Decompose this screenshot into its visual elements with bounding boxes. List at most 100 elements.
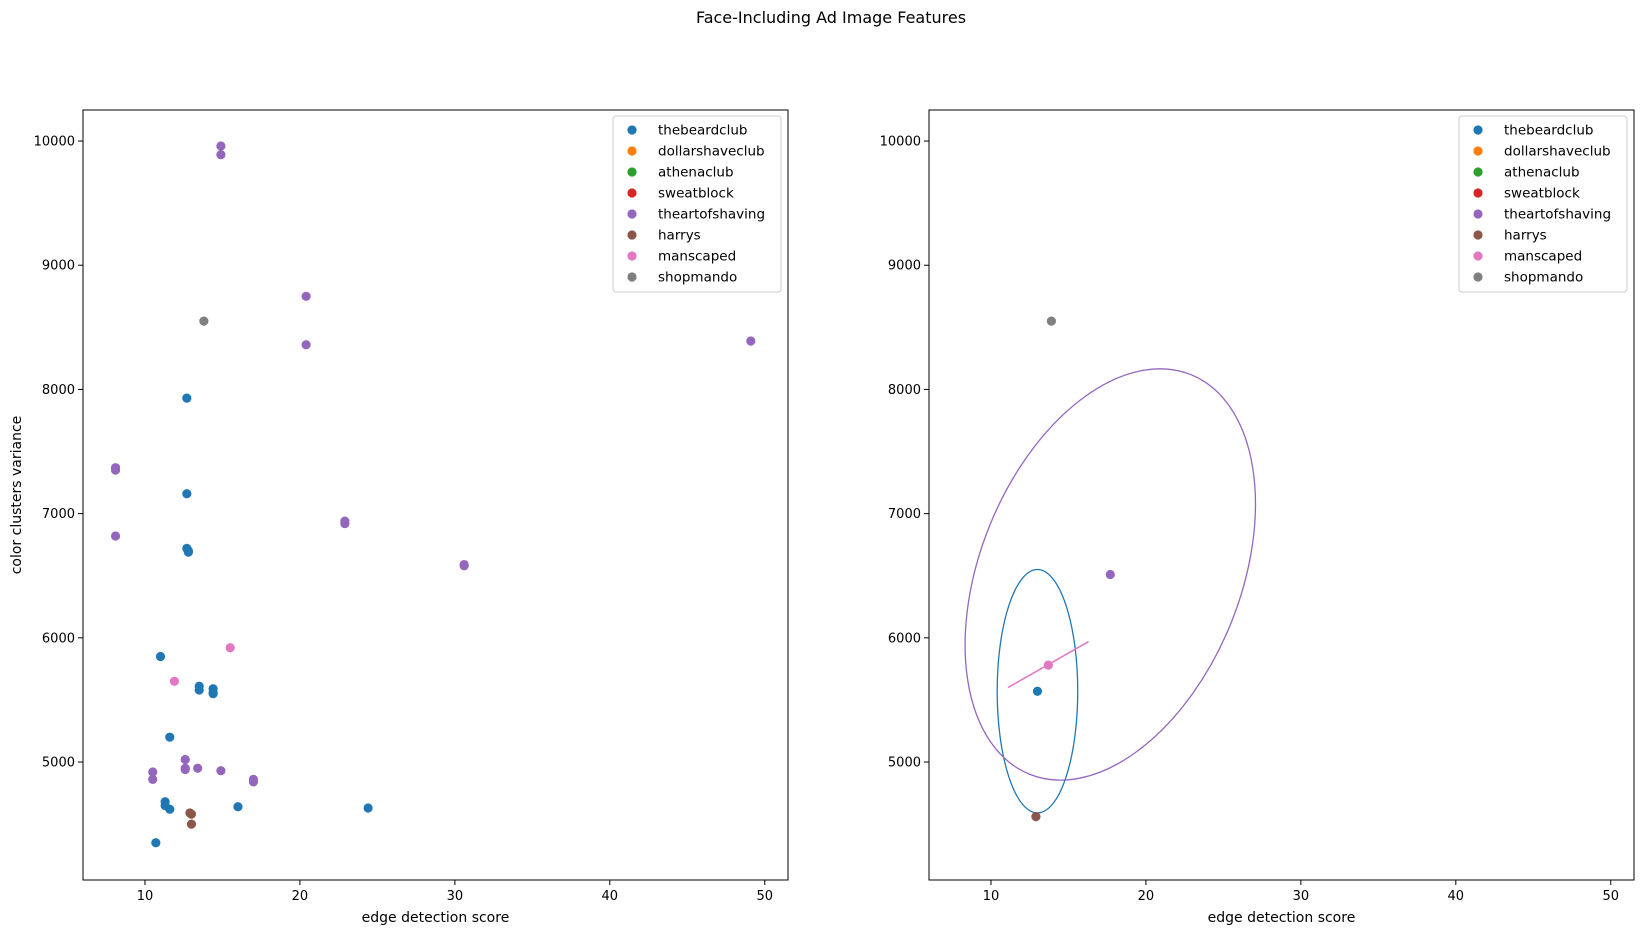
y-tick-label: 9000 <box>888 259 921 274</box>
legend-label-thebeardclub: thebeardclub <box>658 123 747 139</box>
legend-label-manscaped: manscaped <box>1504 249 1582 265</box>
point-theartofshaving <box>193 763 203 773</box>
legend-marker-manscaped <box>1473 251 1483 261</box>
scatter-panel-right: 10 20 30 40 50 5000 6000 7000 8000 9000 10000 edge … <box>880 109 1635 926</box>
point-theartofshaving <box>216 141 226 151</box>
x-tick-label: 30 <box>1293 889 1310 904</box>
legend <box>1458 115 1628 293</box>
legend-marker-manscaped <box>627 251 637 261</box>
point-thebeardclub <box>1032 686 1043 696</box>
figure-title: Face-Including Ad Image Features <box>696 8 966 27</box>
point-manscaped <box>1043 660 1053 670</box>
point-theartofshaving <box>459 561 469 571</box>
point-harrys <box>1031 812 1041 822</box>
legend-label-theartofshaving: theartofshaving <box>1504 207 1611 223</box>
legend-marker-harrys <box>627 230 637 240</box>
point-thebeardclub <box>165 804 175 814</box>
point-theartofshaving <box>1105 569 1115 580</box>
legend-label-shopmando: shopmando <box>1504 270 1583 286</box>
axes-frame <box>928 109 1635 881</box>
legend-marker-theartofshaving <box>627 209 637 219</box>
legend-label-manscaped: manscaped <box>658 249 736 265</box>
x-tick-label: 40 <box>1448 889 1465 904</box>
x-tick-label: 40 <box>602 889 619 904</box>
legend-label-athenaclub: athenaclub <box>658 165 734 181</box>
point-thebeardclub <box>151 838 161 848</box>
x-tick-label: 30 <box>447 889 464 904</box>
point-theartofshaving <box>110 465 121 475</box>
y-tick-label: 10000 <box>880 135 921 150</box>
legend-label-athenaclub: athenaclub <box>1504 165 1580 181</box>
point-theartofshaving <box>301 340 311 350</box>
y-tick-label: 7000 <box>42 507 75 522</box>
point-theartofshaving <box>148 767 158 777</box>
point-thebeardclub <box>363 803 373 813</box>
point-thebeardclub <box>208 689 218 699</box>
point-theartofshaving <box>248 777 259 787</box>
y-tick-label: 6000 <box>42 631 75 646</box>
point-thebeardclub <box>183 547 193 557</box>
point-theartofshaving <box>110 531 121 541</box>
point-harrys <box>186 809 197 819</box>
x-tick-label: 50 <box>1602 889 1619 904</box>
point-shopmando <box>1046 316 1057 326</box>
legend-marker-athenaclub <box>1473 167 1483 177</box>
point-theartofshaving <box>180 764 190 775</box>
point-thebeardclub <box>233 802 243 812</box>
legend-label-shopmando: shopmando <box>658 270 737 286</box>
point-theartofshaving <box>340 518 350 529</box>
x-tick-label: 20 <box>1138 889 1155 904</box>
legend-marker-sweatblock <box>1473 188 1483 198</box>
legend-label-sweatblock: sweatblock <box>658 186 734 202</box>
legend-marker-shopmando <box>627 272 637 282</box>
legend-label-dollarshaveclub: dollarshaveclub <box>1504 144 1611 160</box>
legend-marker-theartofshaving <box>1473 209 1483 219</box>
legend-marker-sweatblock <box>627 188 637 198</box>
legend-label-harrys: harrys <box>1504 228 1547 244</box>
legend-marker-dollarshaveclub <box>627 146 637 156</box>
point-thebeardclub <box>194 685 204 695</box>
y-tick-label: 7000 <box>888 507 921 522</box>
y-tick-label: 6000 <box>888 631 921 646</box>
y-tick-label: 5000 <box>42 756 75 771</box>
point-theartofshaving <box>148 774 158 785</box>
ellipse-theartofshaving <box>964 368 1257 781</box>
y-tick-label: 9000 <box>42 259 75 274</box>
legend-marker-shopmando <box>1473 272 1483 282</box>
legend <box>612 115 782 293</box>
y-axis-label: color clusters variance <box>9 416 25 575</box>
legend-marker-athenaclub <box>627 167 637 177</box>
legend-label-thebeardclub: thebeardclub <box>1504 123 1593 139</box>
legend-marker-dollarshaveclub <box>1473 146 1483 156</box>
x-tick-label: 10 <box>983 889 1000 904</box>
point-manscaped <box>169 676 180 686</box>
axes-frame <box>82 109 789 881</box>
y-tick-label: 8000 <box>888 383 921 398</box>
x-tick-label: 50 <box>756 889 773 904</box>
point-theartofshaving <box>216 150 226 160</box>
legend-label-sweatblock: sweatblock <box>1504 186 1580 202</box>
y-tick-label: 10000 <box>34 135 75 150</box>
legend-label-dollarshaveclub: dollarshaveclub <box>658 144 765 160</box>
legend-label-harrys: harrys <box>658 228 701 244</box>
legend-label-theartofshaving: theartofshaving <box>658 207 765 223</box>
x-axis-label: edge detection score <box>1208 910 1356 926</box>
x-tick-label: 10 <box>137 889 154 904</box>
point-theartofshaving <box>301 291 311 301</box>
point-thebeardclub <box>182 393 192 403</box>
x-tick-label: 20 <box>292 889 309 904</box>
scatter-panel-left: 10 20 30 40 50 5000 6000 7000 8000 9000 10000 edge … <box>9 109 789 926</box>
point-harrys <box>186 819 197 829</box>
legend-marker-thebeardclub <box>627 125 637 135</box>
point-thebeardclub <box>182 489 192 499</box>
point-manscaped <box>225 643 235 653</box>
point-thebeardclub <box>165 732 175 742</box>
legend-marker-harrys <box>1473 230 1483 240</box>
y-tick-label: 5000 <box>888 756 921 771</box>
y-tick-label: 8000 <box>42 383 75 398</box>
point-thebeardclub <box>155 651 166 662</box>
point-theartofshaving <box>180 754 190 765</box>
x-axis-label: edge detection score <box>362 910 510 926</box>
legend-marker-thebeardclub <box>1473 125 1483 135</box>
